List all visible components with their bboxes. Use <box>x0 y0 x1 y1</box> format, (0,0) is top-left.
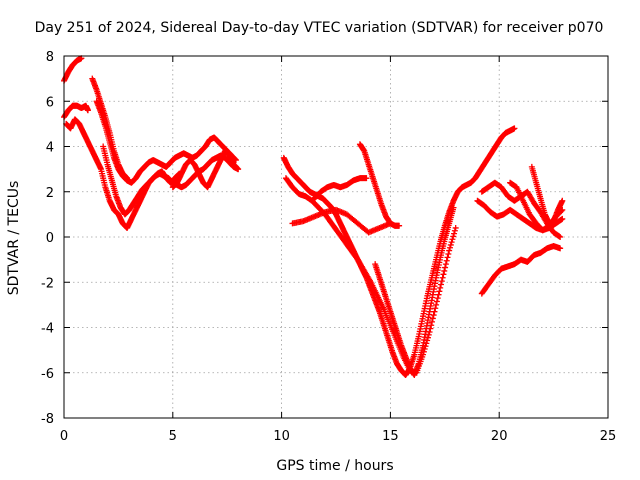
data-point <box>445 250 452 257</box>
y-tick-label: 2 <box>46 186 54 201</box>
data-point <box>559 197 566 204</box>
x-tick-label: 15 <box>382 429 399 444</box>
data-point <box>451 230 458 237</box>
y-tick-label: -8 <box>41 412 54 427</box>
y-tick-label: 8 <box>46 50 54 65</box>
series-arc-p <box>478 243 564 297</box>
data-point <box>436 288 443 295</box>
data-points <box>61 55 566 379</box>
x-tick-label: 5 <box>169 429 177 444</box>
series-arc-l <box>356 141 403 229</box>
series-arc-k <box>311 175 370 202</box>
x-axis-label: GPS time / hours <box>276 458 393 474</box>
data-point <box>235 166 242 173</box>
data-point <box>511 125 518 132</box>
series-arc-c <box>63 116 183 231</box>
plot-frame <box>63 55 609 419</box>
axis-ticks: 0 5 10 15 20 25 -8 -6 -4 -2 0 2 4 6 8 <box>41 50 616 444</box>
chart-title: Day 251 of 2024, Sidereal Day-to-day VTE… <box>35 20 604 36</box>
y-axis-label: SDTVAR / TECUs <box>6 181 22 296</box>
data-point <box>437 284 444 291</box>
series-arc-h <box>280 125 518 379</box>
series-arc-d <box>89 75 131 182</box>
data-point <box>437 281 444 288</box>
data-point <box>441 267 448 274</box>
data-point <box>440 271 447 278</box>
y-tick-label: -6 <box>41 367 54 382</box>
y-tick-label: -2 <box>41 276 54 291</box>
data-point <box>449 236 456 243</box>
y-tick-label: 0 <box>46 231 54 246</box>
y-tick-label: 6 <box>46 95 54 110</box>
data-point <box>446 244 453 251</box>
series-arc-q <box>507 179 566 234</box>
data-point <box>396 222 403 229</box>
series-arc-r <box>528 163 566 227</box>
x-tick-label: 0 <box>60 429 68 444</box>
data-point <box>443 257 450 264</box>
data-point <box>434 295 441 302</box>
data-point <box>446 247 453 254</box>
data-point <box>448 239 455 246</box>
data-point <box>557 245 564 252</box>
series-arc-i <box>282 175 459 376</box>
data-point <box>429 315 436 322</box>
data-point <box>439 274 446 281</box>
data-point <box>450 233 457 240</box>
data-point <box>451 227 458 234</box>
x-tick-label: 20 <box>491 429 508 444</box>
data-point <box>447 241 454 248</box>
series-arc-a <box>61 55 85 84</box>
y-tick-label: 4 <box>46 141 54 156</box>
data-point <box>363 175 370 182</box>
data-point <box>444 254 451 261</box>
data-point <box>442 264 449 271</box>
data-point <box>433 298 440 305</box>
data-point <box>452 224 459 231</box>
data-point <box>432 305 439 312</box>
data-point <box>442 261 449 268</box>
data-point <box>429 318 436 325</box>
grid-lines <box>64 56 608 418</box>
data-point <box>84 107 91 114</box>
series-arc-m <box>372 204 457 379</box>
data-point <box>450 204 457 211</box>
x-tick-label: 25 <box>600 429 617 444</box>
series-arc-g <box>169 148 242 191</box>
y-tick-label: -4 <box>41 322 54 337</box>
x-tick-label: 10 <box>273 429 290 444</box>
data-point <box>559 215 566 222</box>
data-point <box>557 234 564 240</box>
data-point <box>433 301 440 308</box>
series-arc-b <box>61 102 91 121</box>
data-point <box>438 278 445 285</box>
series-arc-f <box>100 143 242 218</box>
data-point <box>435 291 442 298</box>
